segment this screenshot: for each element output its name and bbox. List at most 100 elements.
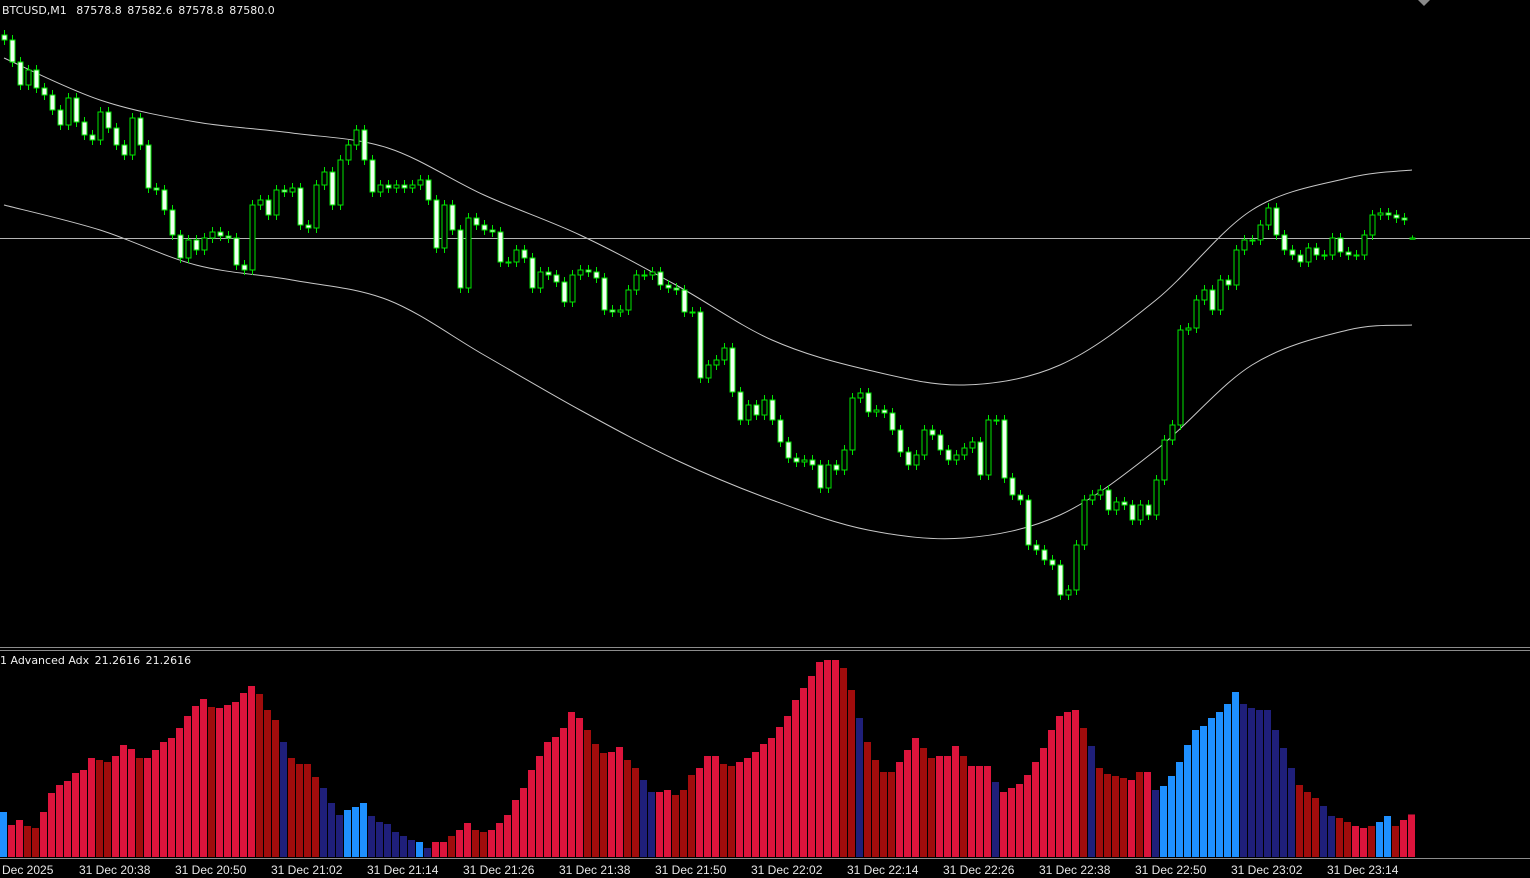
low-readout: 87578.8 (178, 4, 224, 17)
candle-body (961, 447, 968, 456)
adx-bar (1304, 792, 1311, 857)
candle-body (1273, 207, 1280, 236)
adx-bar (352, 807, 359, 857)
adx-bar (808, 676, 815, 857)
candle-body (1201, 289, 1208, 301)
adx-bar (672, 795, 679, 857)
adx-bar (1048, 730, 1055, 857)
candle-body (297, 187, 304, 226)
adx-bar (1224, 704, 1231, 857)
candle-body (1257, 224, 1264, 241)
adx-bar (528, 770, 535, 857)
candle-body (1217, 279, 1224, 311)
adx-bar (1056, 716, 1063, 857)
adx-bar (1104, 774, 1111, 857)
open-readout: 87578.8 (76, 4, 122, 17)
adx-bar (800, 688, 807, 857)
adx-bar (1296, 785, 1303, 857)
candle-body (1193, 299, 1200, 329)
candle-body (65, 97, 72, 126)
candle-body (809, 459, 816, 466)
adx-bar (328, 803, 335, 857)
adx-bar (24, 826, 31, 857)
candle-body (1153, 479, 1160, 516)
adx-bar (552, 737, 559, 857)
candle-body (1337, 237, 1344, 253)
candle-body (833, 464, 840, 471)
candle-body (393, 184, 400, 189)
adx-bar (584, 730, 591, 857)
price-panel (0, 30, 1530, 600)
adx-bar (928, 758, 935, 857)
adx-bar (952, 746, 959, 857)
candle-body (593, 271, 600, 279)
adx-bar (744, 758, 751, 857)
candle-body (1209, 289, 1216, 311)
adx-bar (320, 788, 327, 857)
candle-body (817, 464, 824, 489)
adx-bar (128, 749, 135, 857)
adx-bar (240, 693, 247, 857)
x-tick-label: 31 Dec 22:02 (751, 863, 823, 877)
adx-bar (56, 785, 63, 857)
adx-bar (504, 815, 511, 857)
x-tick-label: 31 Dec 21:26 (463, 863, 535, 877)
candle-body (97, 111, 104, 141)
candle-body (209, 231, 216, 239)
candle-body (1401, 217, 1408, 221)
candle-body (641, 274, 648, 277)
adx-bar (264, 710, 271, 857)
candle-body (1225, 279, 1232, 286)
adx-bar (448, 836, 455, 857)
adx-bar (168, 738, 175, 857)
candle-body (1297, 254, 1304, 263)
candle-body (625, 289, 632, 311)
adx-bar (600, 753, 607, 857)
candle-body (577, 269, 584, 276)
adx-bar (880, 772, 887, 857)
adx-bar (192, 706, 199, 857)
adx-bar (1184, 745, 1191, 857)
adx-bar (1264, 710, 1271, 857)
candle-body (105, 111, 112, 129)
adx-bar (688, 775, 695, 857)
candle-body (905, 451, 912, 466)
adx-bar (712, 756, 719, 857)
adx-bar (160, 742, 167, 857)
adx-bar (1360, 828, 1367, 857)
indicator-readout: 21.2616 (95, 654, 141, 667)
candle-body (481, 224, 488, 231)
adx-bar (400, 836, 407, 857)
adx-bar (1408, 814, 1415, 857)
adx-bar (536, 756, 543, 857)
adx-bar (416, 842, 423, 857)
candle-body (1137, 504, 1144, 521)
x-tick-label: 31 Dec 22:26 (943, 863, 1015, 877)
candle-body (913, 454, 920, 466)
adx-bar (96, 760, 103, 857)
candle-body (121, 144, 128, 156)
candle-body (657, 271, 664, 286)
adx-bar (760, 744, 767, 857)
x-tick-label: Dec 2025 (2, 863, 54, 877)
adx-bar (296, 764, 303, 857)
adx-bar (1136, 772, 1143, 857)
candle-body (993, 419, 1000, 422)
candle-body (177, 234, 184, 259)
adx-bar (16, 820, 23, 857)
candle-body (673, 287, 680, 291)
candle-body (1305, 247, 1312, 263)
candle-body (857, 392, 864, 399)
adx-bar (224, 705, 231, 857)
x-tick-label: 31 Dec 22:38 (1039, 863, 1111, 877)
x-tick-label: 31 Dec 22:14 (847, 863, 919, 877)
candle-body (689, 311, 696, 314)
candle-body (1249, 239, 1256, 242)
candle-body (729, 347, 736, 393)
adx-bar (1032, 762, 1039, 857)
adx-bar (1192, 730, 1199, 857)
candle-body (769, 399, 776, 421)
adx-bar (904, 750, 911, 857)
